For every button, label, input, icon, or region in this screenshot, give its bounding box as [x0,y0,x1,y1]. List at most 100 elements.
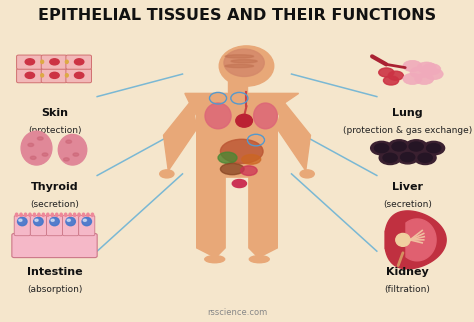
Ellipse shape [82,213,85,216]
Text: Skin: Skin [41,108,68,118]
FancyBboxPatch shape [17,69,42,83]
Ellipse shape [50,59,59,65]
Ellipse shape [236,114,252,127]
Ellipse shape [249,256,269,263]
Ellipse shape [67,219,71,222]
Ellipse shape [254,103,277,129]
FancyBboxPatch shape [66,55,91,69]
Ellipse shape [37,137,43,140]
Ellipse shape [379,151,401,165]
Text: (filtration): (filtration) [385,285,430,294]
Ellipse shape [64,158,69,161]
Text: Thyroid: Thyroid [31,182,78,192]
Ellipse shape [25,59,35,65]
Text: (absorption): (absorption) [27,285,82,294]
Ellipse shape [396,233,410,246]
Text: Kidney: Kidney [386,267,429,277]
Ellipse shape [55,213,58,216]
Ellipse shape [73,153,79,156]
Ellipse shape [18,219,22,222]
Ellipse shape [50,217,59,226]
FancyBboxPatch shape [79,215,95,236]
Ellipse shape [388,71,403,80]
Polygon shape [164,100,197,171]
Ellipse shape [403,61,422,72]
Ellipse shape [60,213,63,216]
Ellipse shape [74,59,84,65]
Ellipse shape [58,135,87,165]
Ellipse shape [46,213,49,216]
Ellipse shape [379,68,394,77]
Ellipse shape [29,213,31,216]
Ellipse shape [64,213,67,216]
Polygon shape [277,100,310,171]
Ellipse shape [24,213,27,216]
Text: (protection & gas exchange): (protection & gas exchange) [343,126,472,135]
Polygon shape [406,219,436,261]
Ellipse shape [65,60,68,63]
Ellipse shape [224,49,264,77]
Ellipse shape [409,142,423,151]
Ellipse shape [21,131,52,165]
Ellipse shape [397,150,419,164]
Ellipse shape [403,73,422,84]
Ellipse shape [51,219,54,222]
Ellipse shape [20,213,22,216]
Ellipse shape [35,219,38,222]
FancyBboxPatch shape [41,69,67,83]
Ellipse shape [65,74,68,77]
Ellipse shape [15,213,18,216]
Text: (secretion): (secretion) [383,200,432,209]
Ellipse shape [405,140,427,153]
Ellipse shape [205,256,225,263]
Ellipse shape [87,213,89,216]
Ellipse shape [83,219,86,222]
FancyBboxPatch shape [63,215,79,236]
Polygon shape [197,177,225,258]
Ellipse shape [410,67,429,78]
Ellipse shape [41,74,44,77]
Ellipse shape [41,60,44,63]
Polygon shape [385,211,446,269]
Ellipse shape [231,60,257,63]
Text: rsscience.com: rsscience.com [207,308,267,317]
Ellipse shape [38,213,40,216]
Ellipse shape [383,76,399,85]
Ellipse shape [51,213,54,216]
Ellipse shape [242,155,261,164]
Ellipse shape [427,144,441,153]
FancyBboxPatch shape [46,215,63,236]
Ellipse shape [241,166,257,175]
FancyBboxPatch shape [30,215,46,236]
Text: Lung: Lung [392,108,423,118]
FancyBboxPatch shape [66,69,91,83]
Ellipse shape [392,142,406,151]
Ellipse shape [414,151,436,165]
Bar [228,72,247,92]
FancyBboxPatch shape [12,233,97,258]
Ellipse shape [383,153,397,162]
Ellipse shape [371,141,392,155]
Ellipse shape [74,72,84,78]
Ellipse shape [423,141,445,155]
Ellipse shape [205,103,231,129]
Ellipse shape [232,180,246,187]
Ellipse shape [66,140,72,143]
FancyBboxPatch shape [14,215,30,236]
Polygon shape [249,177,277,258]
Ellipse shape [300,170,314,178]
Polygon shape [185,93,299,177]
Ellipse shape [401,153,415,162]
Ellipse shape [34,217,43,226]
Ellipse shape [225,64,254,68]
Polygon shape [385,231,401,249]
Ellipse shape [73,213,76,216]
Text: Liver: Liver [392,182,423,192]
Ellipse shape [30,156,36,159]
Ellipse shape [160,170,174,178]
Ellipse shape [415,73,434,84]
Ellipse shape [220,139,263,164]
Ellipse shape [82,217,91,226]
Ellipse shape [417,62,436,73]
Ellipse shape [78,213,80,216]
